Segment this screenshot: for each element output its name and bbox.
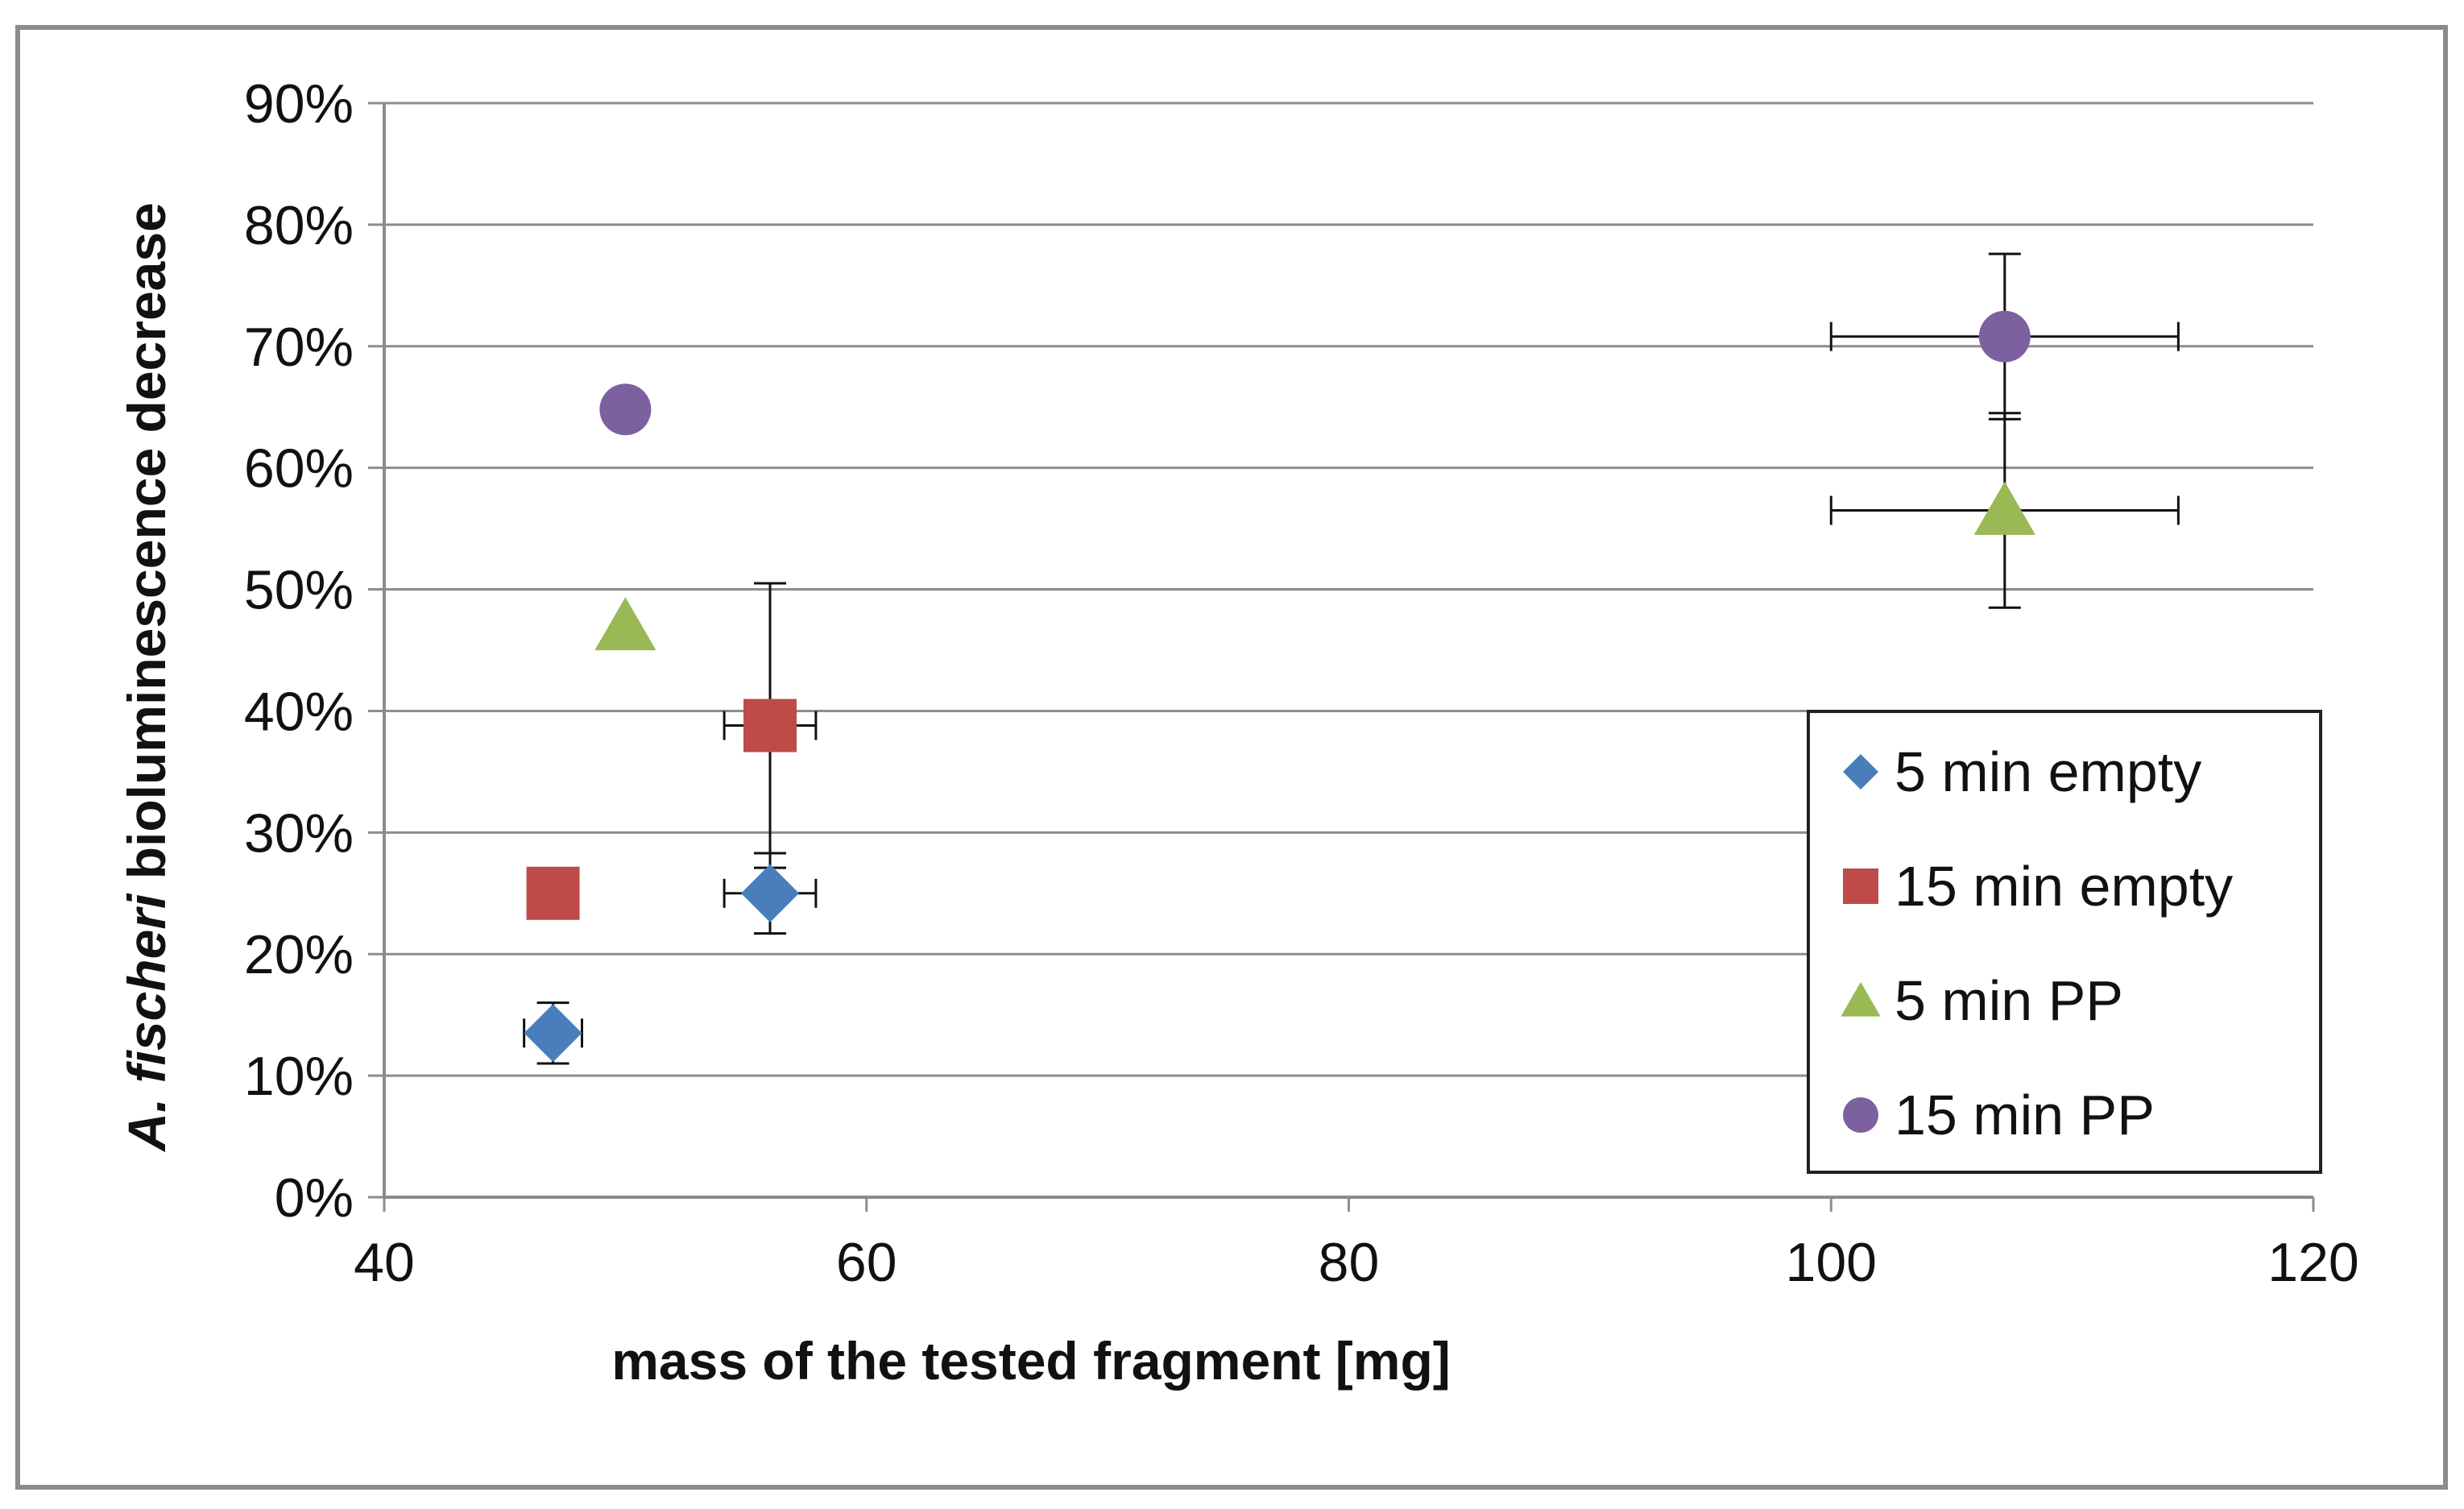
- y-tick-label: 90%: [244, 73, 354, 135]
- legend-items: 5 min empty 15 min empty 5 min PP 15 min PP: [1841, 740, 2233, 1146]
- y-axis-label-species: A. fischeri: [117, 893, 176, 1153]
- legend-label: 5 min PP: [1895, 969, 2123, 1032]
- y-tick-label: 10%: [244, 1046, 354, 1107]
- data-point-triangle: [1973, 481, 2035, 535]
- legend-marker-circle: [1843, 1097, 1878, 1133]
- data-point-triangle: [594, 597, 656, 651]
- legend-marker-diamond: [1843, 754, 1878, 790]
- y-axis-label-text: bioluminescence decrease: [117, 202, 176, 893]
- data-point-circle: [1978, 310, 2031, 363]
- y-axis-label: A. fischeri bioluminescence decrease: [117, 202, 176, 1153]
- y-tick-label: 70%: [244, 317, 354, 378]
- data-point-circle: [599, 383, 652, 436]
- y-tick-label: 50%: [244, 560, 354, 621]
- x-tick-label: 120: [2267, 1232, 2358, 1293]
- x-tick-label: 40: [354, 1232, 415, 1293]
- legend-marker-triangle: [1841, 981, 1881, 1017]
- y-tick-labels: 0% 10% 20% 30% 40% 50% 60% 70% 80% 90%: [244, 73, 354, 1229]
- legend: 5 min empty 15 min empty 5 min PP 15 min PP: [1807, 710, 2322, 1174]
- data-markers: [524, 310, 2035, 1063]
- y-tick-label: 40%: [244, 681, 354, 742]
- legend-label: 15 min PP: [1895, 1084, 2155, 1146]
- x-tick-labels: 40 60 80 100 120: [354, 1232, 2359, 1293]
- data-point-diamond: [524, 1004, 582, 1063]
- x-tick-label: 60: [836, 1232, 897, 1293]
- axes: [368, 102, 2315, 1212]
- y-tick-label: 30%: [244, 802, 354, 864]
- data-point-square: [743, 699, 797, 752]
- legend-box: [1807, 710, 2322, 1174]
- y-tick-label: 60%: [244, 438, 354, 500]
- data-point-square: [526, 866, 580, 920]
- x-tick-label: 100: [1786, 1232, 1877, 1293]
- y-tick-label: 0%: [275, 1167, 354, 1229]
- x-tick-label: 80: [1319, 1232, 1380, 1293]
- legend-marker-square: [1843, 869, 1878, 904]
- legend-label: 5 min empty: [1895, 740, 2201, 803]
- legend-label: 15 min empty: [1895, 855, 2233, 918]
- data-point-diamond: [741, 864, 799, 922]
- x-axis-label: mass of the tested fragment [mg]: [611, 1331, 1451, 1391]
- y-tick-label: 80%: [244, 195, 354, 256]
- y-tick-label: 20%: [244, 924, 354, 985]
